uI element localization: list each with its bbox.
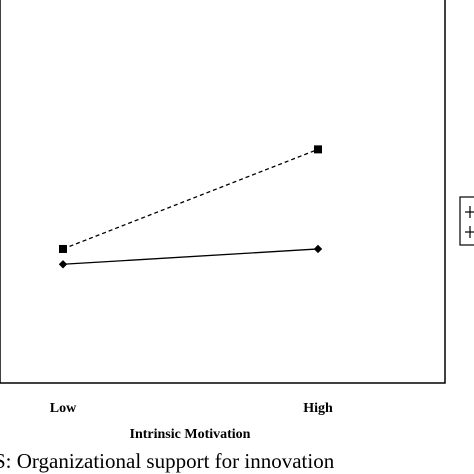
series-1-point-high — [314, 145, 322, 154]
figure-caption: S: Organizational support for innovation — [0, 449, 335, 473]
x-tick-label-high: High — [303, 401, 333, 416]
series-2-line — [62, 248, 319, 265]
legend-frame — [459, 196, 474, 246]
series-1-point-low — [59, 244, 67, 253]
x-tick-label-low: Low — [50, 401, 77, 416]
series-2-point-high — [313, 244, 323, 254]
x-axis-title: Intrinsic Motivation — [130, 427, 251, 442]
series-2-point-low — [58, 260, 68, 269]
plot-area-frame — [0, 0, 446, 384]
legend — [459, 196, 474, 246]
series-layer — [58, 145, 323, 269]
series-1-line — [62, 148, 319, 250]
